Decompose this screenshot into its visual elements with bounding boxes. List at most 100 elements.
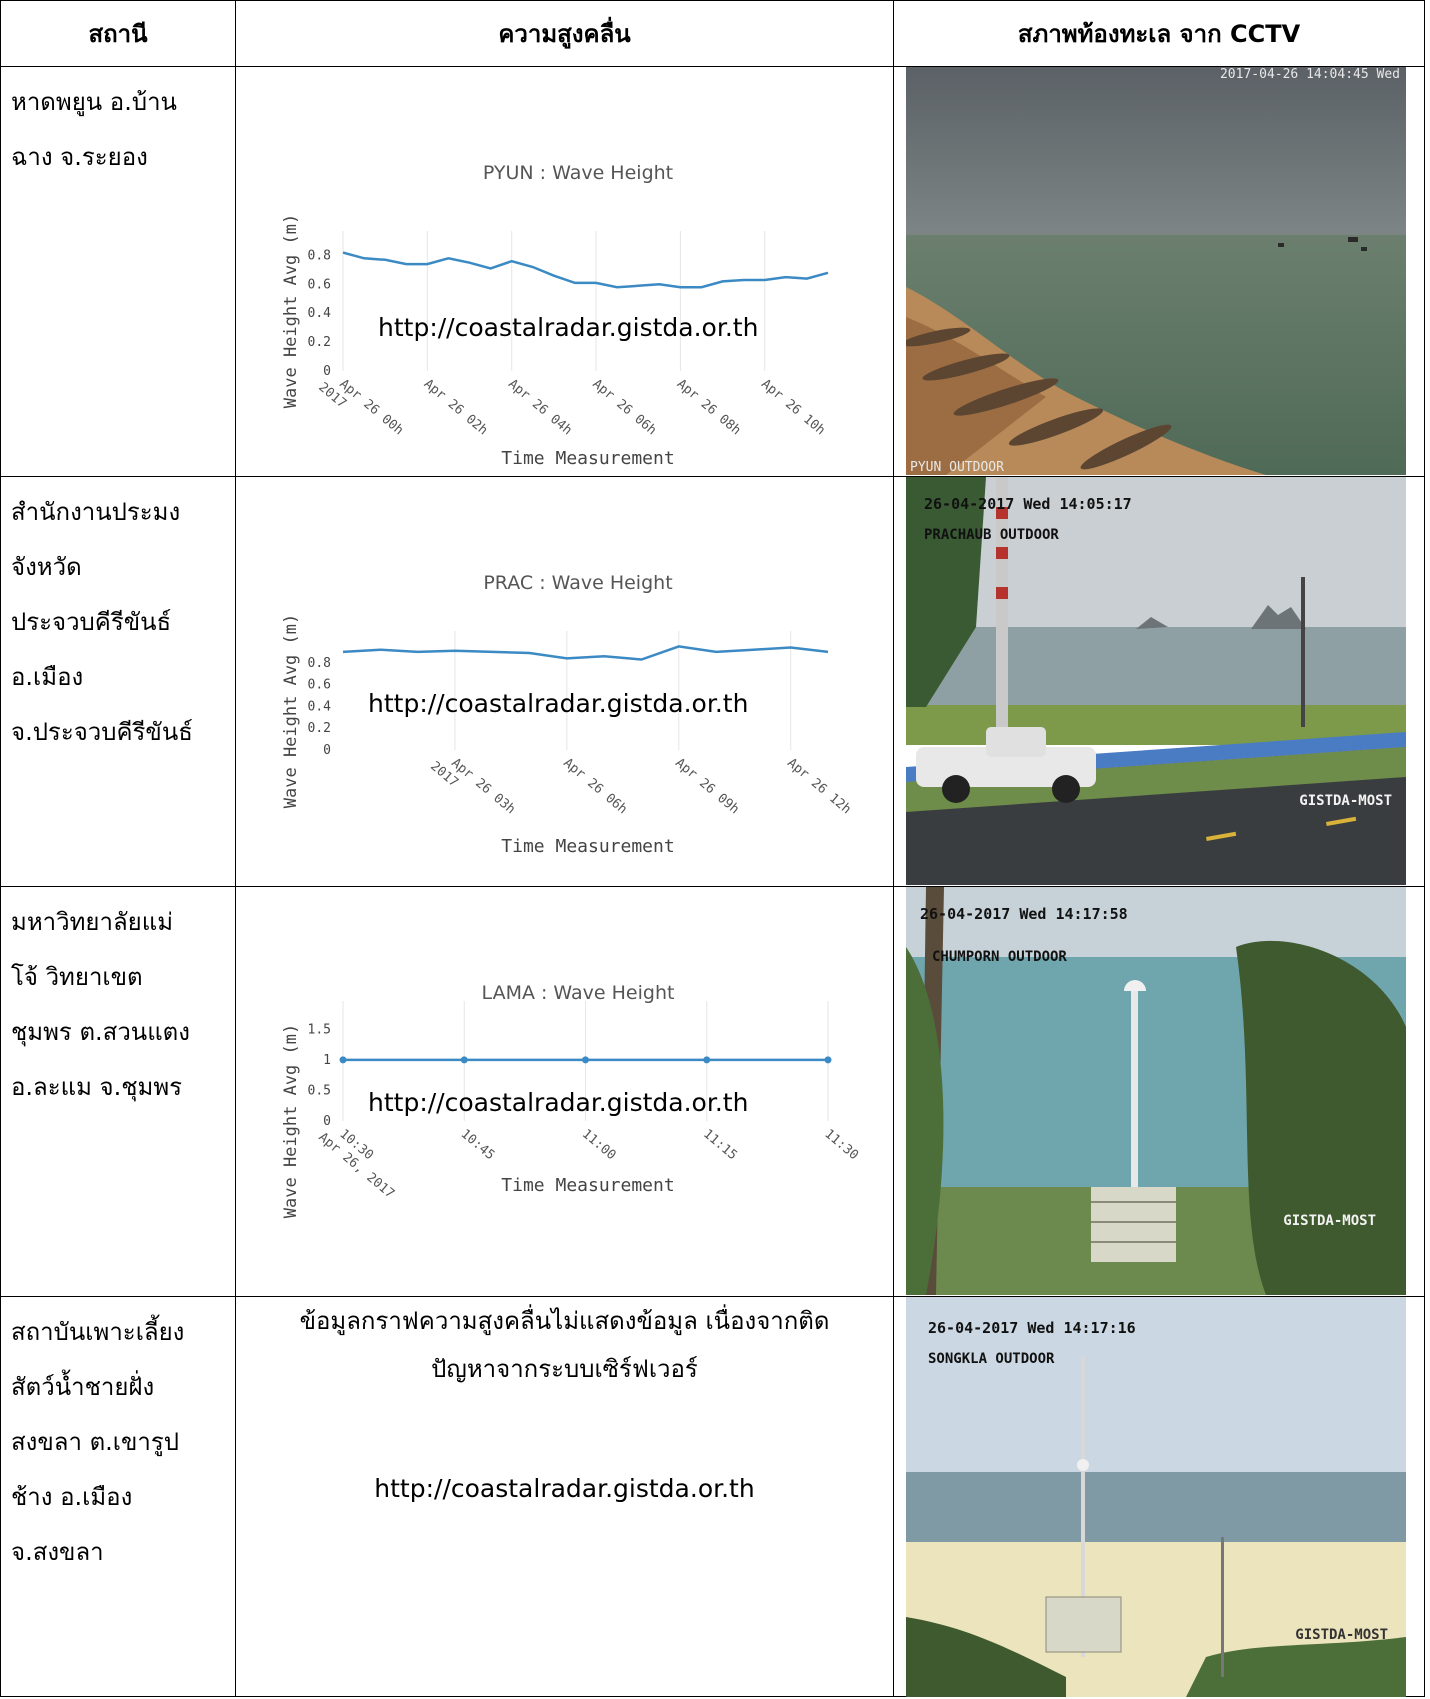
cctv-image-prachuap: 26-04-2017 Wed 14:05:17 PRACHAUB OUTDOOR… <box>906 477 1406 885</box>
station-line: หาดพยูน อ.บ้าน <box>11 88 177 116</box>
chart-title: PRAC : Wave Height <box>483 572 672 594</box>
no-data-note-cell: ข้อมูลกราฟความสูงคลื่นไม่แสดงข้อมูล เนื่… <box>235 1296 894 1697</box>
cctv-image-pyun: 2017-04-26 14:04:45 Wed PYUN OUTDOOR <box>906 67 1406 475</box>
station-line: จ.ประจวบคีรีขันธ์ <box>11 718 193 746</box>
cctv-timestamp: 26-04-2017 Wed 14:17:58 <box>920 905 1128 923</box>
station-line: สำนักงานประมง <box>11 498 181 526</box>
header-wave-height: ความสูงคลื่น <box>235 0 894 67</box>
data-point <box>339 1056 347 1064</box>
table-row: มหาวิทยาลัยแม่ โจ้ วิทยาเขต ชุมพร ต.สวนแ… <box>0 886 1425 1297</box>
x-tick-label: 11:00 <box>579 1127 619 1164</box>
y-tick-label: 1 <box>323 1053 331 1068</box>
wave-height-line <box>342 645 829 661</box>
x-tick-label: Apr 26 06h <box>589 377 659 439</box>
y-tick-label: 0.2 <box>308 335 331 350</box>
no-data-note: ข้อมูลกราฟความสูงคลื่นไม่แสดงข้อมูล เนื่… <box>299 1307 830 1335</box>
station-line: จังหวัด <box>11 553 82 581</box>
station-cell: สถาบันเพาะเลี้ยง สัตว์น้ำชายฝั่ง สงขลา ต… <box>0 1296 236 1697</box>
station-line: ฉาง จ.ระยอง <box>11 143 148 171</box>
cctv-label: SONGKLA OUTDOOR <box>928 1351 1055 1367</box>
x-tick-label: Apr 26 08h <box>674 377 744 439</box>
station-line: อ.ละแม จ.ชุมพร <box>11 1073 183 1101</box>
y-tick-label: 0.6 <box>308 277 331 292</box>
station-line: ชุมพร ต.สวนแตง <box>11 1018 190 1046</box>
x-tick-label: Apr 26 03h2017 <box>427 747 518 830</box>
x-tick-label: Apr 26 12h <box>784 756 854 818</box>
x-axis-label: Time Measurement <box>501 448 674 469</box>
station-cell: หาดพยูน อ.บ้าน ฉาง จ.ระยอง <box>0 66 236 477</box>
cctv-cell: 26-04-2017 Wed 14:17:16 SONGKLA OUTDOOR … <box>893 1296 1425 1697</box>
wave-chart-pyun: PYUN : Wave Height Wave Height Avg (m) 0.8… <box>281 162 829 469</box>
source-url: http://coastalradar.gistda.or.th <box>368 689 748 718</box>
y-tick-label: 0.4 <box>308 699 332 714</box>
y-tick-label: 0 <box>323 364 331 379</box>
x-axis-label: Time Measurement <box>501 1175 674 1196</box>
y-tick-label: 0 <box>323 743 331 758</box>
cctv-label: CHUMPORN OUTDOOR <box>932 949 1067 965</box>
wave-chart-lama: LAMA : Wave Height Wave Height Avg (m) 1.5… <box>281 982 861 1218</box>
x-tick-label: 10:30Apr 26, 2017 <box>315 1118 407 1202</box>
y-tick-label: 0.5 <box>308 1083 331 1098</box>
wave-height-line <box>342 251 829 289</box>
cctv-brand: GISTDA-MOST <box>1299 793 1392 809</box>
wave-chart-cell: PRAC : Wave Height Wave Height Avg (m) 0.8… <box>235 476 894 887</box>
y-tick-label: 0.2 <box>308 721 331 736</box>
cctv-timestamp: 2017-04-26 14:04:45 Wed <box>1219 67 1400 82</box>
station-line: อ.เมือง <box>11 663 84 691</box>
header-row: สถานี ความสูงคลื่น สภาพท้องทะเล จาก CCTV <box>0 0 1425 67</box>
table-row: สถาบันเพาะเลี้ยง สัตว์น้ำชายฝั่ง สงขลา ต… <box>0 1296 1425 1697</box>
cctv-cell: 26-04-2017 Wed 14:17:58 CHUMPORN OUTDOOR… <box>893 886 1425 1297</box>
data-point <box>824 1056 832 1064</box>
station-line: ประจวบคีรีขันธ์ <box>11 608 172 636</box>
data-point <box>582 1056 589 1064</box>
cctv-image-chumphon: 26-04-2017 Wed 14:17:58 CHUMPORN OUTDOOR… <box>906 887 1406 1295</box>
station-line: มหาวิทยาลัยแม่ <box>11 908 174 936</box>
x-tick-label: 11:15 <box>700 1127 740 1164</box>
station-line: สัตว์น้ำชายฝั่ง <box>11 1373 155 1401</box>
y-tick-label: 0.8 <box>308 656 331 671</box>
y-tick-label: 0.8 <box>308 248 331 263</box>
x-tick-label: Apr 26 06h <box>560 756 630 818</box>
station-line: จ.สงขลา <box>11 1538 104 1566</box>
x-axis-label: Time Measurement <box>501 836 674 857</box>
x-tick-label: 10:45 <box>458 1127 498 1164</box>
station-line: ช้าง อ.เมือง <box>11 1483 133 1511</box>
cctv-timestamp: 26-04-2017 Wed 14:05:17 <box>924 495 1132 513</box>
station-cell: มหาวิทยาลัยแม่ โจ้ วิทยาเขต ชุมพร ต.สวนแ… <box>0 886 236 1297</box>
y-tick-label: 0.6 <box>308 678 331 693</box>
cctv-brand: GISTDA-MOST <box>1295 1627 1388 1643</box>
data-point <box>703 1056 711 1064</box>
x-tick-label: Apr 26 09h <box>672 756 742 818</box>
station-line: สถาบันเพาะเลี้ยง <box>11 1318 185 1346</box>
cctv-cell: 2017-04-26 14:04:45 Wed PYUN OUTDOOR <box>893 66 1425 477</box>
table-row: สำนักงานประมง จังหวัด ประจวบคีรีขันธ์ อ.… <box>0 476 1425 887</box>
station-line: โจ้ วิทยาเขต <box>11 963 143 991</box>
cctv-brand: GISTDA-MOST <box>1283 1213 1376 1229</box>
data-point <box>460 1056 468 1064</box>
cctv-label: PRACHAUB OUTDOOR <box>924 527 1059 543</box>
cctv-cell: 26-04-2017 Wed 14:05:17 PRACHAUB OUTDOOR… <box>893 476 1425 887</box>
y-axis-label: Wave Height Avg (m) <box>281 1024 301 1218</box>
wave-chart-cell: PYUN : Wave Height Wave Height Avg (m) 0.8… <box>235 66 894 477</box>
source-url: http://coastalradar.gistda.or.th <box>368 1088 748 1117</box>
chart-title: LAMA : Wave Height <box>482 982 675 1004</box>
y-tick-label: 0 <box>323 1114 331 1129</box>
x-tick-label: Apr 26 00h2017 <box>315 368 406 451</box>
cctv-label: PYUN OUTDOOR <box>910 460 1004 475</box>
source-url: http://coastalradar.gistda.or.th <box>374 1474 755 1503</box>
station-line: สงขลา ต.เขารูป <box>11 1428 180 1456</box>
wave-chart-cell: LAMA : Wave Height Wave Height Avg (m) 1.5… <box>235 886 894 1297</box>
y-tick-label: 1.5 <box>308 1022 331 1037</box>
table-row: หาดพยูน อ.บ้าน ฉาง จ.ระยอง PYUN : Wave H… <box>0 66 1425 477</box>
wave-chart-prac: PRAC : Wave Height Wave Height Avg (m) 0.8… <box>281 572 854 857</box>
station-cell: สำนักงานประมง จังหวัด ประจวบคีรีขันธ์ อ.… <box>0 476 236 887</box>
no-data-note: ปัญหาจากระบบเซิร์ฟเวอร์ <box>431 1355 698 1383</box>
cctv-timestamp: 26-04-2017 Wed 14:17:16 <box>928 1319 1136 1337</box>
y-axis-label: Wave Height Avg (m) <box>281 214 301 408</box>
header-cctv: สภาพท้องทะเล จาก CCTV <box>893 0 1425 67</box>
x-tick-label: 11:30 <box>821 1127 861 1164</box>
cctv-image-songkhla: 26-04-2017 Wed 14:17:16 SONGKLA OUTDOOR … <box>906 1297 1406 1697</box>
x-tick-label: Apr 26 02h <box>421 377 491 439</box>
source-url: http://coastalradar.gistda.or.th <box>378 313 758 342</box>
